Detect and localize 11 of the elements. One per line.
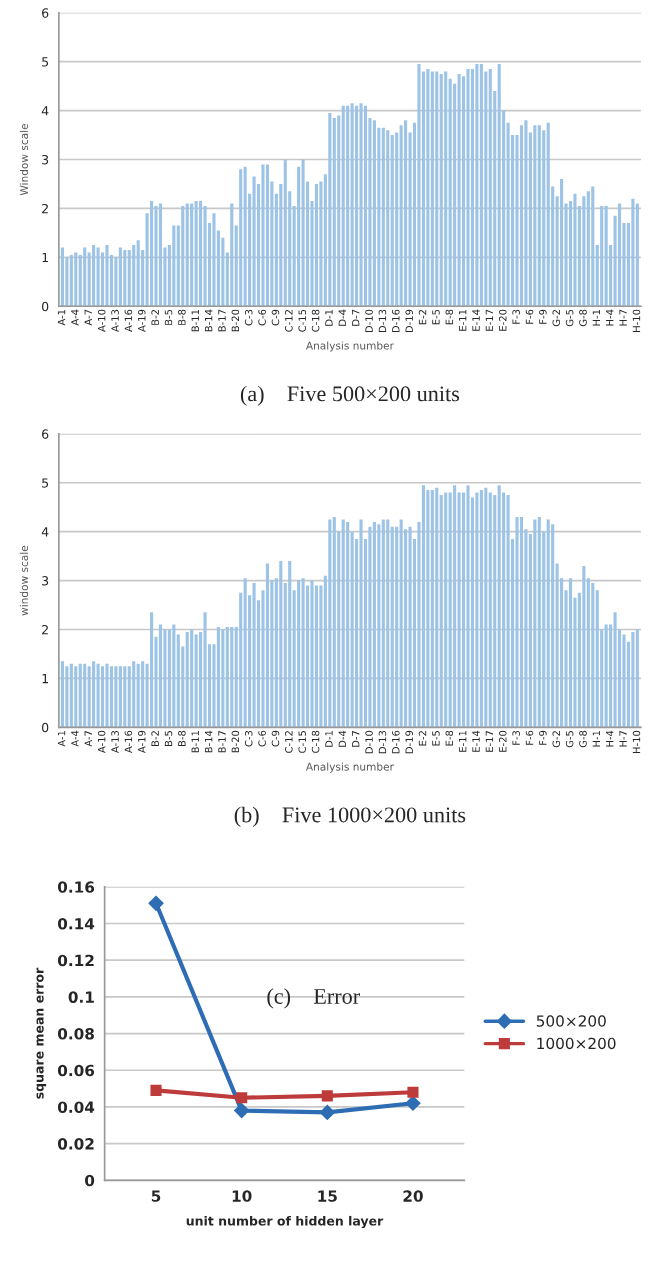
annotation: (c) Error	[267, 988, 360, 1009]
point	[150, 1084, 162, 1096]
point	[407, 1086, 419, 1098]
text: (b) Five 1000×200 units	[234, 806, 466, 827]
point	[233, 1102, 250, 1119]
text: (a) Five 500×200 units	[240, 385, 460, 406]
point	[321, 1090, 333, 1102]
point	[319, 1104, 336, 1121]
point	[405, 1095, 421, 1112]
point	[236, 1092, 248, 1104]
point	[148, 895, 164, 912]
